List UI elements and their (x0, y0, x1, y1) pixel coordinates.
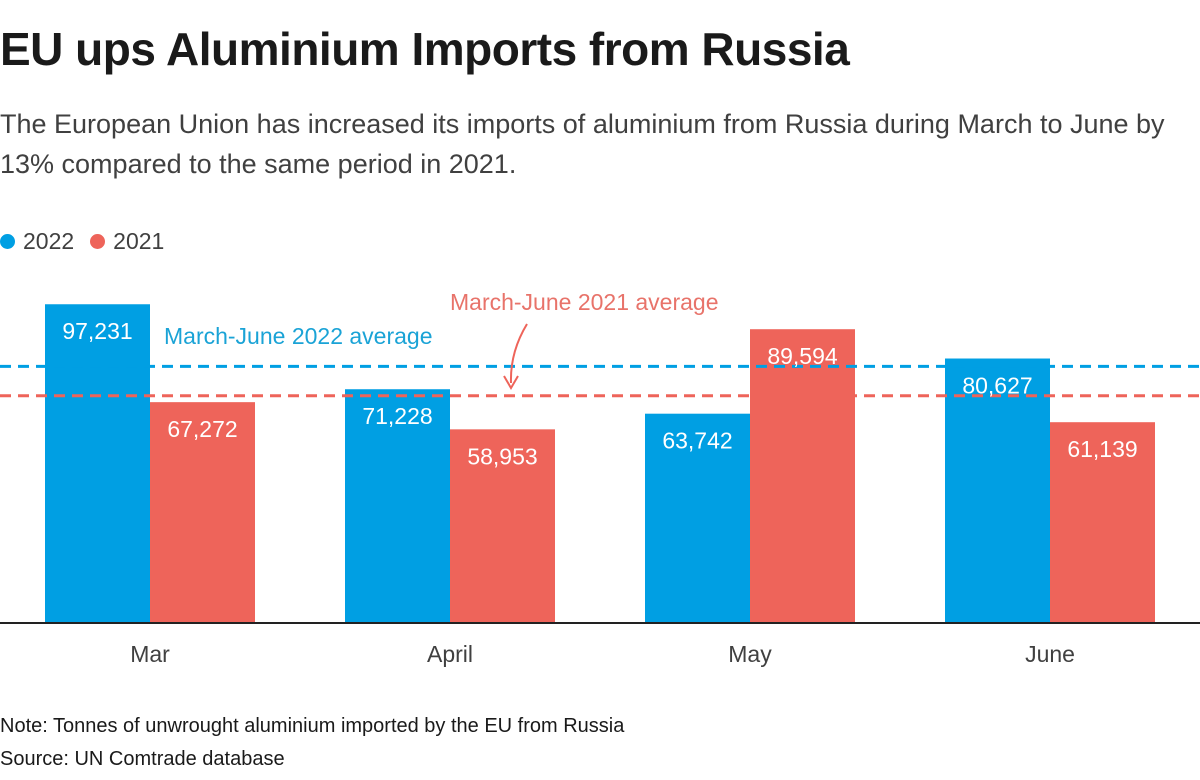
data-label-2021-june: 61,139 (1067, 436, 1137, 462)
bar-2022-april (345, 389, 450, 622)
x-tick-label-may: May (728, 641, 772, 667)
legend-label-2021: 2021 (113, 227, 165, 254)
data-label-2022-april: 71,228 (362, 403, 432, 429)
legend-swatch-2021 (90, 233, 106, 249)
footer-source: Source: UN Comtrade database (0, 748, 285, 770)
data-label-2022-mar: 97,231 (62, 318, 132, 344)
average-2021-arrowhead (503, 375, 519, 390)
average-2021-arrow (509, 323, 528, 384)
average-2021-label: March-June 2021 average (450, 289, 719, 315)
bar-2022-may (645, 413, 750, 622)
data-label-2022-may: 63,742 (662, 428, 732, 454)
legend-label-2022: 2022 (23, 227, 75, 254)
footer: Note: Tonnes of unwrought aluminium impo… (0, 710, 624, 776)
data-label-2022-june: 80,627 (962, 373, 1032, 399)
bar-2022-mar (45, 304, 150, 622)
chart-title: EU ups Aluminium Imports from Russia (0, 23, 850, 75)
bar-chart: 97,231 67,272 71,228 58,953 63,742 89,594 80,6… (0, 289, 1200, 667)
legend-item-2021: 2021 (90, 228, 164, 255)
bar-2021-april (450, 429, 555, 622)
chart-subtitle: The European Union has increased its imp… (0, 109, 1165, 179)
bar-2021-june (1050, 422, 1155, 622)
average-2022-label: March-June 2022 average (164, 323, 433, 349)
legend-swatch-2022 (0, 233, 15, 249)
footer-note: Note: Tonnes of unwrought aluminium impo… (0, 715, 625, 737)
data-label-2021-may: 89,594 (767, 343, 838, 369)
x-tick-label-mar: Mar (130, 641, 170, 667)
bar-2021-may (750, 329, 855, 622)
legend-item-2022: 2022 (0, 228, 74, 255)
bar-2021-mar (150, 402, 255, 622)
data-label-2021-april: 58,953 (467, 443, 537, 469)
bar-2022-june (945, 358, 1050, 622)
x-tick-label-april: April (427, 641, 473, 667)
data-label-2021-mar: 67,272 (167, 416, 237, 442)
legend: 2022 2021 (0, 226, 180, 256)
x-tick-label-june: June (1025, 641, 1075, 667)
